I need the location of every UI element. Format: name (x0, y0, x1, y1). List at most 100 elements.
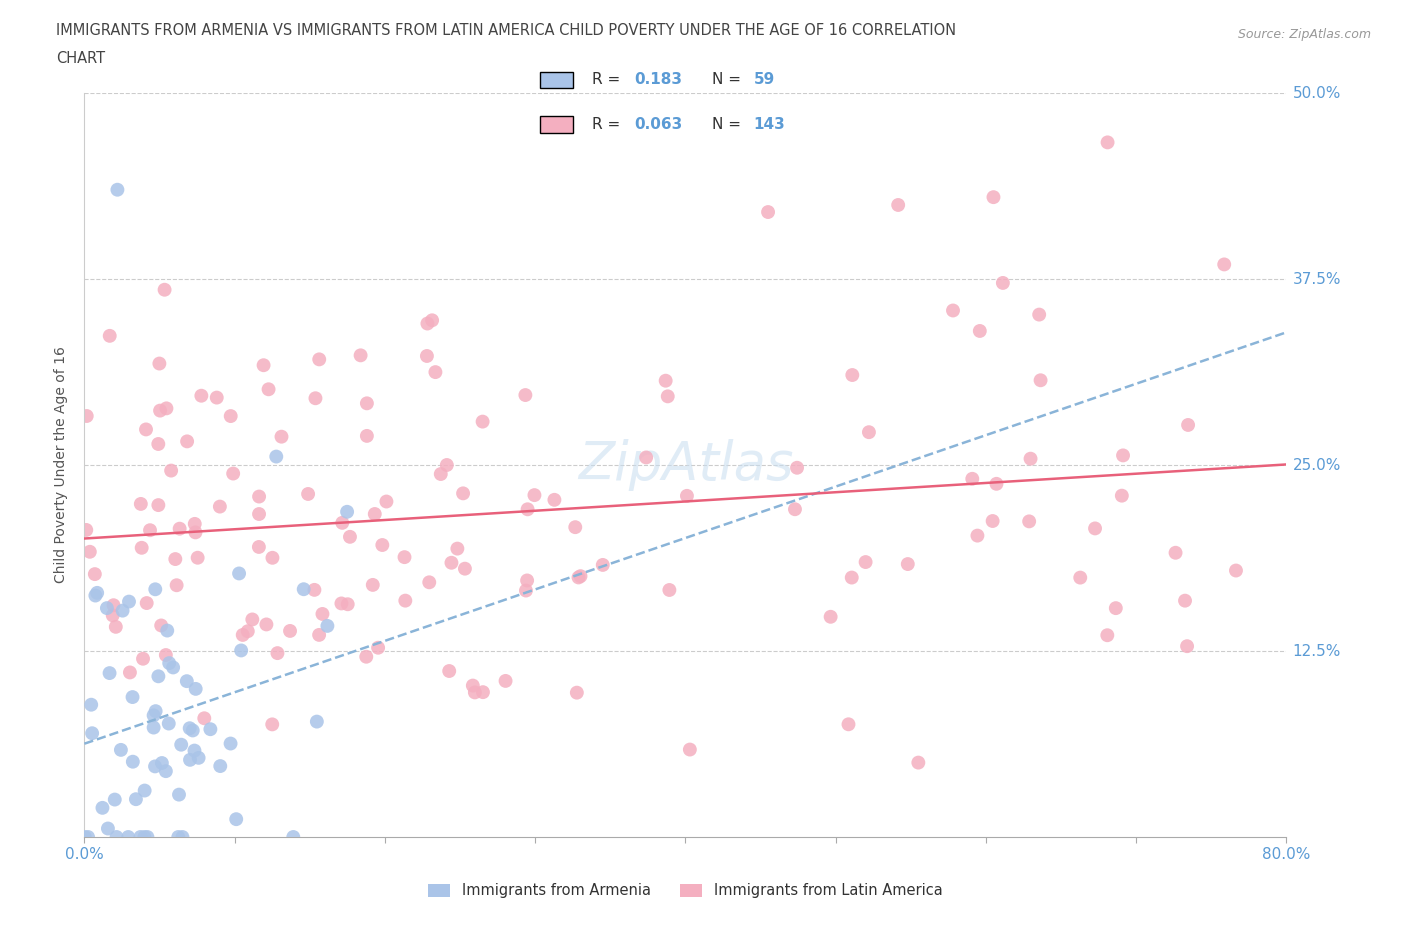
Point (209, 759, 232, 774)
Point (170, 737, 193, 752)
Point (111, 604, 134, 618)
Point (515, 388, 537, 403)
Point (567, 570, 589, 585)
Point (96, 601, 118, 616)
Point (219, 408, 242, 423)
Point (986, 476, 1008, 491)
Point (117, 830, 139, 844)
Point (1164, 545, 1187, 560)
Point (75, 523, 97, 538)
Point (134, 830, 156, 844)
Point (101, 608, 124, 623)
Point (187, 551, 209, 565)
Text: IMMIGRANTS FROM ARMENIA VS IMMIGRANTS FROM LATIN AMERICA CHILD POVERTY UNDER THE: IMMIGRANTS FROM ARMENIA VS IMMIGRANTS FR… (56, 23, 956, 38)
Point (330, 515, 353, 530)
Text: 50.0%: 50.0% (1292, 86, 1341, 100)
Point (232, 628, 254, 643)
Point (564, 520, 586, 535)
Point (104, 619, 127, 634)
Point (841, 367, 863, 382)
Point (172, 830, 194, 844)
Text: N =: N = (711, 117, 745, 132)
Point (142, 708, 165, 723)
Text: Source: ZipAtlas.com: Source: ZipAtlas.com (1237, 28, 1371, 41)
Point (150, 755, 173, 770)
Point (786, 460, 808, 475)
Point (330, 596, 353, 611)
Point (1019, 451, 1042, 466)
Point (1028, 307, 1050, 322)
Text: 59: 59 (754, 73, 775, 87)
Point (304, 391, 326, 405)
Point (942, 303, 965, 318)
Point (252, 358, 274, 373)
Point (184, 516, 207, 531)
Point (446, 541, 468, 556)
Point (80, 698, 103, 712)
Point (1177, 418, 1199, 432)
Point (104, 792, 127, 807)
Point (962, 472, 984, 486)
Point (1018, 514, 1040, 529)
Point (118, 665, 141, 680)
Point (897, 557, 920, 572)
Point (135, 422, 157, 437)
Point (157, 656, 180, 671)
Point (679, 742, 702, 757)
Point (1069, 570, 1091, 585)
Point (569, 569, 592, 584)
Text: 0.063: 0.063 (634, 117, 682, 132)
Point (658, 582, 681, 597)
Point (523, 487, 546, 502)
Point (82, 725, 104, 740)
Point (86, 585, 108, 600)
Point (356, 429, 378, 444)
FancyBboxPatch shape (540, 116, 572, 133)
Point (222, 466, 245, 481)
Point (394, 550, 416, 565)
Point (181, 723, 204, 737)
Point (516, 502, 538, 517)
Point (149, 404, 172, 418)
Point (292, 582, 315, 597)
Text: 25.0%: 25.0% (1292, 458, 1341, 472)
Point (654, 373, 676, 388)
Text: N =: N = (711, 73, 745, 87)
Point (184, 525, 207, 539)
Point (205, 391, 228, 405)
Point (356, 396, 378, 411)
Point (437, 664, 460, 679)
Point (148, 356, 170, 371)
Point (208, 499, 231, 514)
Point (121, 690, 143, 705)
Point (451, 485, 474, 500)
Point (820, 609, 842, 624)
Point (136, 830, 159, 844)
Point (148, 436, 170, 451)
Point (1105, 601, 1128, 616)
Point (371, 538, 394, 552)
Point (636, 450, 658, 465)
Point (143, 582, 166, 597)
Point (1225, 563, 1247, 578)
Point (316, 618, 339, 633)
Text: 143: 143 (754, 117, 786, 132)
Point (1097, 628, 1119, 643)
Point (190, 389, 212, 404)
Point (515, 583, 537, 598)
Point (425, 365, 447, 379)
Point (349, 348, 371, 363)
Point (143, 759, 166, 774)
Point (471, 684, 494, 699)
Point (676, 488, 699, 503)
Point (361, 578, 384, 592)
Point (1174, 593, 1197, 608)
Point (148, 669, 170, 684)
Text: R =: R = (592, 117, 626, 132)
Point (132, 651, 155, 666)
Point (855, 554, 877, 569)
Point (1097, 135, 1119, 150)
Point (336, 597, 359, 612)
Point (837, 717, 859, 732)
Point (103, 598, 125, 613)
